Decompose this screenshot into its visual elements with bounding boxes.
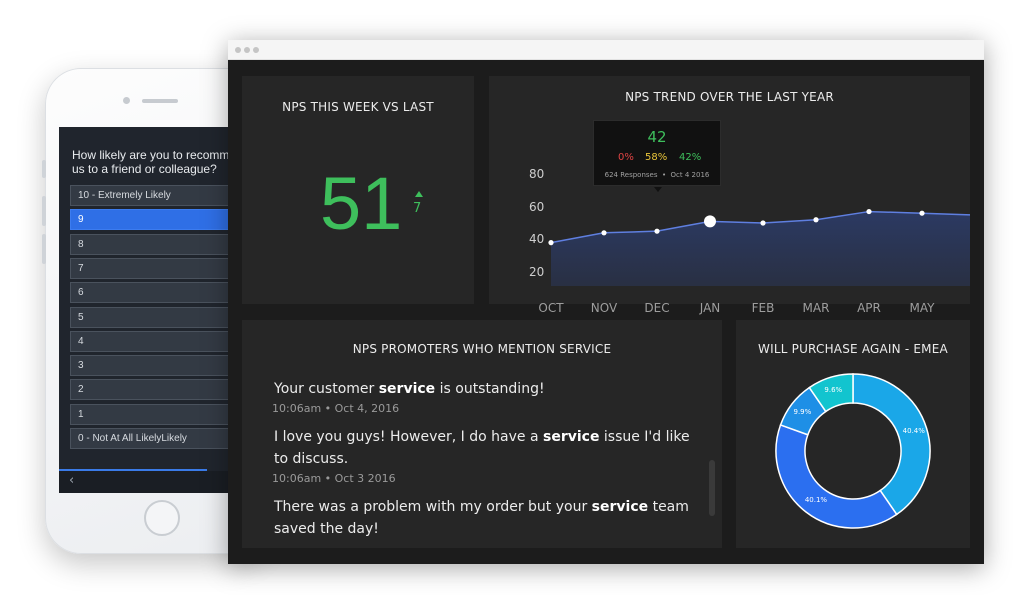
trend-point: [919, 210, 925, 216]
nps-trend-chart: [548, 208, 970, 286]
phone-camera: [123, 97, 130, 104]
y-tick-label: 40: [529, 232, 545, 247]
x-tick-label: DEC: [644, 301, 670, 315]
trend-area: [551, 211, 970, 286]
trend-point: [866, 208, 872, 215]
card-title: WILL PURCHASE AGAIN - EMEA: [758, 342, 948, 356]
tooltip-responses: 624 Responses: [604, 171, 658, 179]
survey-option[interactable]: 7: [70, 257, 265, 279]
trend-point: [548, 240, 554, 246]
card-title: NPS PROMOTERS WHO MENTION SERVICE: [352, 342, 612, 356]
tooltip-caret: [654, 187, 662, 192]
chart-tooltip: 42 0% 58% 42% 624 Responses • Oct 4 2016: [593, 120, 721, 192]
purchase-card: WILL PURCHASE AGAIN - EMEA 40.4% 40.1% 9.9…: [736, 320, 970, 548]
trend-up-icon: [415, 191, 423, 197]
survey-question: How likely are you to recomm us to a fri…: [72, 148, 230, 176]
survey-option[interactable]: 9: [70, 209, 265, 231]
donut-slice-label: 9.6%: [824, 386, 843, 395]
mention-text: There was a problem with my order but yo…: [274, 496, 694, 540]
mention-text-after: is outstanding!: [435, 381, 545, 397]
browser-titlebar: [228, 40, 984, 60]
survey-option[interactable]: 0 - Not At All LikelyLikely: [70, 428, 265, 449]
window-dot: [244, 47, 250, 53]
mention-keyword: service: [542, 429, 600, 445]
window-dot: [253, 47, 259, 53]
donut-slice-label: 40.4%: [902, 427, 925, 436]
survey-progress-bar: [59, 469, 207, 471]
survey-option[interactable]: 4: [70, 330, 265, 352]
card-title: NPS THIS WEEK VS LAST: [282, 100, 434, 114]
phone-speaker: [142, 99, 178, 103]
x-tick-label: MAY: [909, 301, 935, 315]
mention-text: Your customer service is outstanding!: [274, 378, 714, 400]
browser-window: NPS THIS WEEK VS LAST 51 7 NPS TREND OVE…: [228, 40, 984, 564]
trend-point: [654, 228, 660, 234]
mention-text-before: Your customer: [274, 381, 379, 397]
donut-slice: [808, 373, 854, 413]
card-title: NPS TREND OVER THE LAST YEAR: [625, 90, 834, 104]
x-tick-label: JAN: [699, 301, 721, 315]
y-tick-label: 60: [529, 199, 545, 214]
tooltip-meta: 624 Responses • Oct 4 2016: [604, 171, 710, 179]
survey-option[interactable]: 5: [70, 306, 265, 328]
tooltip-passives: 58%: [645, 152, 668, 163]
survey-option[interactable]: 6: [70, 282, 265, 304]
tooltip-value: 42: [647, 128, 667, 146]
mention-time: 10:06am • Oct 4, 2016: [272, 402, 400, 415]
x-tick-label: OCT: [538, 301, 564, 315]
mention-text-after: issue I'd like to discuss.: [274, 429, 690, 467]
tooltip-date: Oct 4 2016: [670, 171, 710, 179]
survey-option[interactable]: 10 - Extremely Likely: [70, 185, 265, 206]
donut-slice-label: 9.9%: [793, 407, 812, 416]
survey-option[interactable]: 8: [70, 233, 265, 255]
trend-point-highlight: [704, 215, 716, 228]
tooltip-promoters: 42%: [679, 152, 702, 163]
y-tick-label: 80: [529, 167, 545, 181]
mention-text-after: team saved the day!: [274, 499, 689, 537]
survey-option[interactable]: 2: [70, 379, 265, 401]
donut-slice: [852, 373, 931, 516]
nps-delta: 7: [413, 201, 422, 216]
survey-option[interactable]: 3: [70, 355, 265, 377]
nps-week-card: NPS THIS WEEK VS LAST 51 7: [242, 76, 474, 304]
window-dot: [235, 47, 241, 53]
x-tick-label: APR: [857, 301, 881, 315]
phone-volume-up: [42, 196, 46, 226]
x-tick-label: FEB: [751, 301, 775, 315]
purchase-donut-chart: [775, 373, 931, 529]
phone-volume-down: [42, 234, 46, 264]
trend-point: [601, 230, 607, 236]
donut-slice-label: 40.1%: [804, 495, 828, 504]
survey-screen: How likely are you to recomm us to a fri…: [59, 127, 265, 493]
mention-text-before: There was a problem with my order but yo…: [274, 499, 592, 515]
trend-point: [760, 220, 766, 226]
x-tick-label: NOV: [590, 301, 618, 315]
mention-keyword: service: [591, 499, 649, 515]
mention-keyword: service: [378, 381, 436, 397]
donut-slice: [775, 423, 898, 529]
nps-value: 51: [320, 162, 403, 245]
mentions-card: NPS PROMOTERS WHO MENTION SERVICE Your c…: [242, 320, 722, 548]
mention-text-before: I love you guys! However, I do have a: [274, 429, 543, 445]
phone-mute-switch: [42, 160, 46, 178]
x-tick-label: MAR: [802, 301, 830, 315]
y-tick-label: 20: [529, 265, 545, 279]
phone-home-button: [144, 500, 180, 536]
survey-option[interactable]: 1: [70, 403, 265, 425]
scrollbar[interactable]: [709, 460, 715, 516]
mention-text: I love you guys! However, I do have a se…: [274, 426, 694, 470]
trend-point: [813, 217, 819, 223]
tooltip-detractors: 0%: [618, 152, 634, 163]
chevron-left-icon[interactable]: ‹: [69, 473, 75, 488]
nps-trend-card: NPS TREND OVER THE LAST YEAR 20 40 60 80 OC…: [489, 76, 970, 315]
survey-nav-bar: ‹: [59, 471, 265, 493]
mention-time: 10:06am • Oct 3 2016: [272, 472, 396, 485]
